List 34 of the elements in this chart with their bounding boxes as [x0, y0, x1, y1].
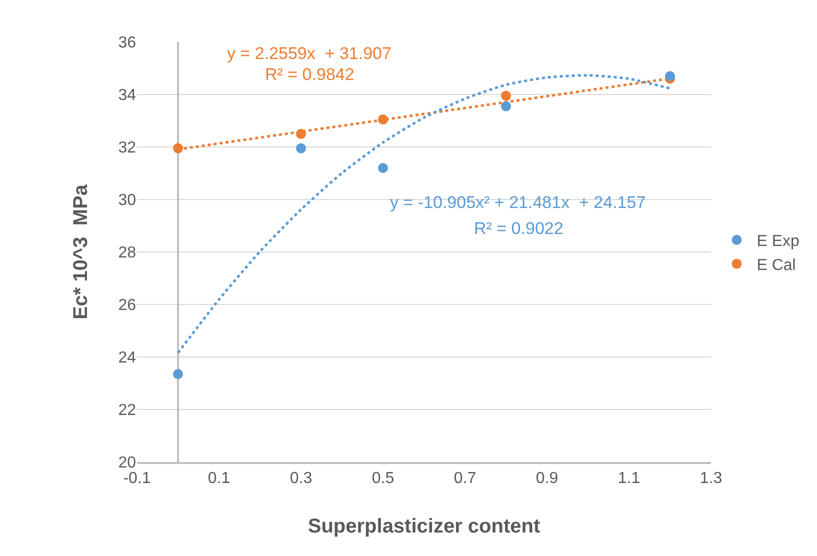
y-axis-title: Ec* 10^3 MPa [70, 184, 92, 320]
legend-label: E Cal [756, 256, 796, 274]
y-tick-label: 30 [118, 192, 136, 210]
x-tick-label: 0.9 [536, 470, 558, 487]
x-tick-label: 0.1 [208, 470, 230, 487]
y-tick-label: 28 [118, 244, 136, 262]
point [378, 114, 388, 124]
y-tick-label: 36 [118, 34, 136, 52]
point [501, 101, 511, 112]
point [501, 90, 511, 101]
y-tick-label: 22 [118, 402, 136, 420]
y-tick-label: 32 [118, 140, 136, 157]
x-tick-label: 1.1 [618, 470, 640, 487]
y-tick-label: 20 [118, 454, 136, 472]
point [296, 143, 306, 154]
x-tick-label: 0.3 [290, 470, 312, 487]
point [378, 163, 388, 173]
x-tick-label: 0.7 [454, 470, 476, 487]
legend-label: E Exp [756, 233, 800, 250]
x-tick-label: 1.3 [700, 470, 722, 487]
point [665, 71, 675, 82]
annotation: R² = 0.9842 [265, 65, 354, 84]
point [296, 128, 306, 139]
x-tick-label: 0.5 [372, 470, 394, 487]
annotation: y = -10.905x² + 21.481x + 24.157 [390, 193, 646, 212]
x-axis-title: Superplasticizer content [308, 516, 540, 538]
point [173, 143, 183, 154]
annotation: y = 2.2559x + 31.907 [227, 44, 392, 63]
y-tick-label: 26 [118, 297, 136, 314]
y-tick-label: 34 [118, 87, 136, 104]
annotation: R² = 0.9022 [474, 219, 564, 238]
point [173, 369, 183, 380]
y-tick-label: 24 [118, 350, 136, 367]
x-tick-label: -0.1 [123, 470, 151, 487]
